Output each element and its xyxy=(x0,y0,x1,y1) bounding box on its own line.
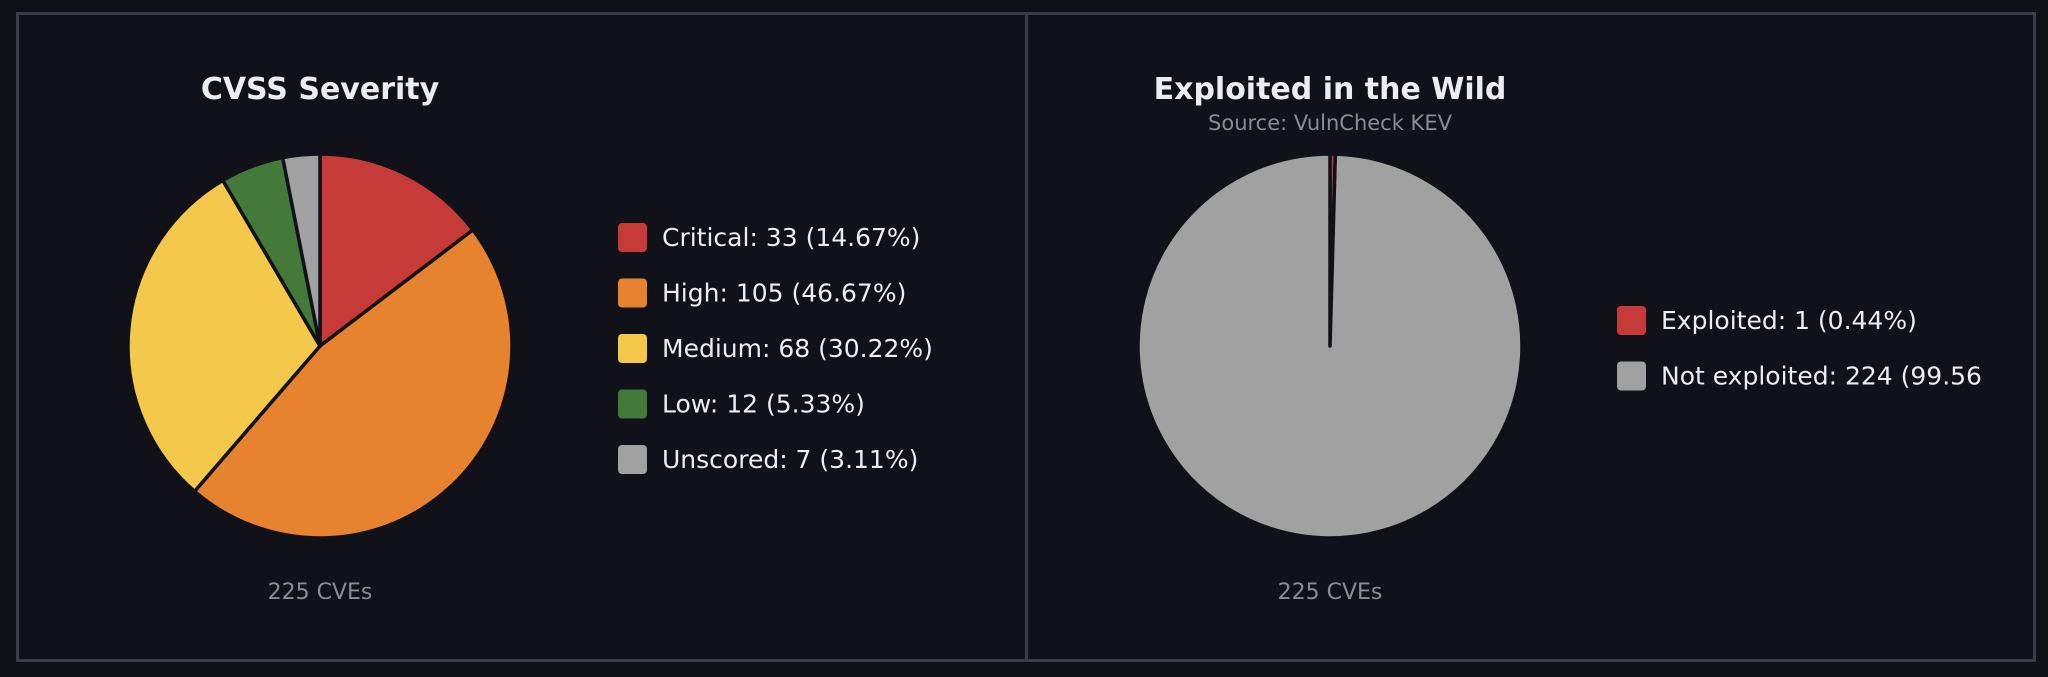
exploited-chart: Exploited in the Wild Source: VulnCheck … xyxy=(1136,72,1982,605)
legend-swatch-unscored xyxy=(618,445,647,474)
pie-slice-high xyxy=(192,228,514,540)
legend-swatch-high xyxy=(618,278,647,308)
pie-slice-critical xyxy=(318,152,475,348)
exploited-pie xyxy=(1136,152,1524,540)
chart-footer: 225 CVEs xyxy=(268,580,373,605)
legend-swatch-low xyxy=(618,389,647,419)
legend-swatch-critical xyxy=(618,223,647,252)
severity-pie xyxy=(126,152,514,540)
chart-title: CVSS Severity xyxy=(201,72,440,107)
severity-panel: CVSS Severity Critical: 33 (14.67%) High:… xyxy=(16,12,1028,662)
pie-slice-not-exploited xyxy=(1136,152,1524,540)
exploited-panel: Exploited in the Wild Source: VulnCheck … xyxy=(1025,12,2036,662)
legend-label-critical: Critical: 33 (14.67%) xyxy=(662,223,920,252)
legend-swatch-exploited xyxy=(1617,306,1646,335)
legend-label-exploited: Exploited: 1 (0.44%) xyxy=(1661,306,1917,335)
chart-title: Exploited in the Wild xyxy=(1154,72,1507,107)
legend-swatch-medium xyxy=(618,334,647,363)
chart-subtitle: Source: VulnCheck KEV xyxy=(1208,111,1453,135)
legend-label-low: Low: 12 (5.33%) xyxy=(662,390,865,419)
legend-label-medium: Medium: 68 (30.22%) xyxy=(662,334,933,363)
pie-slice-medium xyxy=(126,178,322,494)
legend-label-not-exploited: Not exploited: 224 (99.56 xyxy=(1661,362,1982,391)
chart-footer: 225 CVEs xyxy=(1278,580,1383,605)
severity-legend: Critical: 33 (14.67%) High: 105 (46.67%) M… xyxy=(618,223,933,474)
legend-swatch-not-exploited xyxy=(1617,361,1646,391)
legend-label-high: High: 105 (46.67%) xyxy=(662,279,906,308)
severity-chart: CVSS Severity Critical: 33 (14.67%) High:… xyxy=(126,72,933,605)
exploited-legend: Exploited: 1 (0.44%) Not exploited: 224 (… xyxy=(1617,306,1982,391)
legend-label-unscored: Unscored: 7 (3.11%) xyxy=(662,445,918,474)
pie-slice-unscored xyxy=(280,152,322,348)
